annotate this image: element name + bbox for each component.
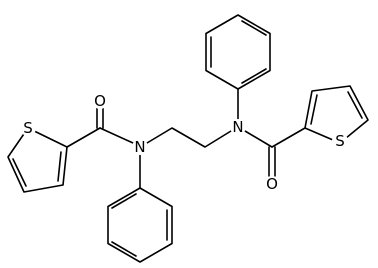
atom-label: N [232, 118, 243, 136]
bond [271, 127, 306, 148]
double-bond [241, 20, 267, 36]
double-bond [310, 94, 318, 125]
atom-label: S [23, 119, 33, 137]
atom-labels: S O N N O S [20, 92, 348, 193]
double-bond [347, 91, 363, 119]
phenyl-ring [205, 14, 271, 90]
bond [99, 127, 134, 144]
atom-label: O [94, 92, 106, 110]
atom-label: S [335, 132, 345, 150]
double-bond [57, 151, 62, 182]
double-bond [111, 193, 137, 209]
phenyl-ring [107, 187, 173, 263]
double-bond [241, 68, 267, 84]
ethylene-linker [146, 127, 232, 148]
double-bond [12, 158, 27, 187]
bond [244, 130, 273, 148]
double-bond [111, 241, 137, 257]
atom-label: N [134, 138, 145, 156]
bonds [7, 14, 369, 263]
thiophene-ring [7, 127, 68, 193]
atom-label: O [266, 175, 278, 193]
bond [66, 127, 101, 148]
